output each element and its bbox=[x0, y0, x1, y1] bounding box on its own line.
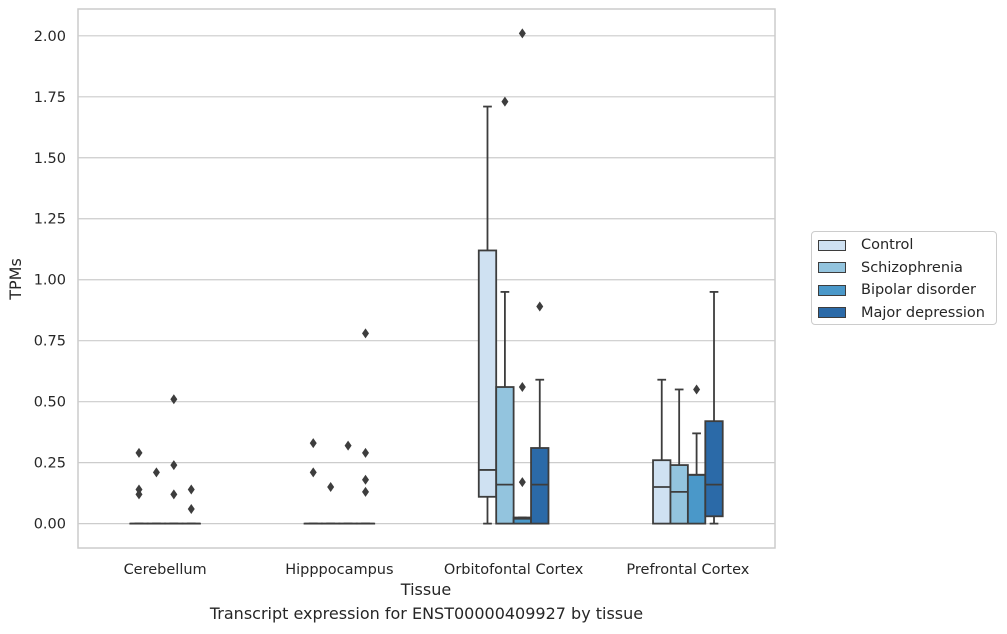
outlier-point bbox=[344, 440, 352, 451]
x-axis-label: Tissue bbox=[400, 580, 451, 599]
legend-label: Schizophrenia bbox=[861, 259, 963, 276]
legend-swatch bbox=[818, 239, 846, 251]
outlier-point bbox=[309, 467, 317, 478]
box-0-1 bbox=[146, 467, 167, 525]
legend-swatch bbox=[818, 262, 846, 273]
legend-swatch bbox=[818, 307, 846, 318]
outlier-point bbox=[362, 474, 370, 485]
outlier-point bbox=[309, 438, 317, 449]
outlier-point bbox=[135, 447, 143, 458]
legend: Control Schizophrenia Bipolar disorder Majo… bbox=[811, 231, 997, 325]
outlier-point bbox=[693, 384, 701, 395]
box-1-3 bbox=[355, 328, 376, 525]
outlier-point bbox=[518, 28, 526, 39]
outlier-point bbox=[362, 486, 370, 497]
outlier-point bbox=[362, 447, 370, 458]
plot-frame bbox=[77, 8, 776, 549]
grid-layer bbox=[78, 9, 775, 548]
x-tick-label: Hipppocampus bbox=[285, 562, 393, 578]
outlier-point bbox=[187, 503, 195, 514]
box-body bbox=[530, 447, 550, 525]
y-tick-label: 1.50 bbox=[34, 151, 66, 167]
legend-item: Schizophrenia bbox=[818, 258, 963, 278]
y-tick-label: 0.75 bbox=[34, 334, 66, 350]
outlier-point bbox=[170, 394, 178, 405]
legend-label: Bipolar disorder bbox=[861, 282, 976, 298]
y-tick-label: 1.25 bbox=[34, 212, 66, 228]
outlier-point bbox=[536, 301, 544, 312]
y-tick-label: 0.50 bbox=[34, 395, 66, 411]
legend-label: Control bbox=[861, 237, 914, 253]
marks-layer bbox=[129, 28, 724, 525]
y-tick-label: 1.75 bbox=[34, 90, 66, 106]
chart-caption: Transcript expression for ENST0000040992… bbox=[209, 604, 644, 623]
y-tick-label: 2.00 bbox=[34, 29, 66, 45]
outlier-point bbox=[327, 482, 335, 493]
box-2-2 bbox=[512, 28, 532, 525]
axes-layer: 0.00 0.25 0.50 0.75 1.00 1.25 1.50 1.75 2.00 Cere… bbox=[34, 8, 776, 578]
outlier-point bbox=[501, 96, 509, 107]
box-2-3 bbox=[530, 301, 550, 525]
y-tick-label: 1.00 bbox=[34, 273, 66, 289]
outlier-point bbox=[518, 382, 526, 393]
box-body bbox=[477, 249, 498, 498]
legend-item: Major depression bbox=[818, 303, 985, 323]
outlier-point bbox=[187, 484, 195, 495]
box-body bbox=[652, 459, 672, 525]
box-2-1 bbox=[495, 96, 515, 525]
outlier-point bbox=[170, 489, 178, 500]
outlier-point bbox=[152, 467, 160, 478]
outlier-point bbox=[170, 460, 178, 471]
y-tick-label: 0.00 bbox=[34, 517, 66, 533]
y-axis-label: TPMs bbox=[6, 258, 25, 301]
box-body bbox=[495, 386, 515, 525]
outlier-point bbox=[362, 328, 370, 339]
x-tick-label: Orbitofontal Cortex bbox=[444, 562, 584, 578]
legend-item: Control bbox=[818, 235, 913, 255]
box-body bbox=[686, 473, 707, 525]
legend-item: Bipolar disorder bbox=[818, 280, 976, 300]
box-body bbox=[669, 464, 689, 525]
x-tick-label: Prefrontal Cortex bbox=[626, 562, 749, 578]
box-3-0 bbox=[652, 378, 672, 525]
outlier-point bbox=[518, 477, 526, 488]
box-2-0 bbox=[477, 105, 498, 525]
box-3-3 bbox=[704, 291, 724, 525]
box-0-2 bbox=[164, 394, 184, 525]
box-body bbox=[704, 420, 724, 518]
plot-area bbox=[78, 9, 775, 548]
box-0-3 bbox=[181, 484, 201, 525]
outlier-point bbox=[135, 489, 143, 500]
x-tick-label: Cerebellum bbox=[124, 562, 207, 578]
box-3-1 bbox=[669, 388, 689, 525]
y-tick-label: 0.25 bbox=[34, 456, 66, 472]
legend-swatch bbox=[818, 284, 846, 296]
legend-label: Major depression bbox=[861, 304, 985, 321]
